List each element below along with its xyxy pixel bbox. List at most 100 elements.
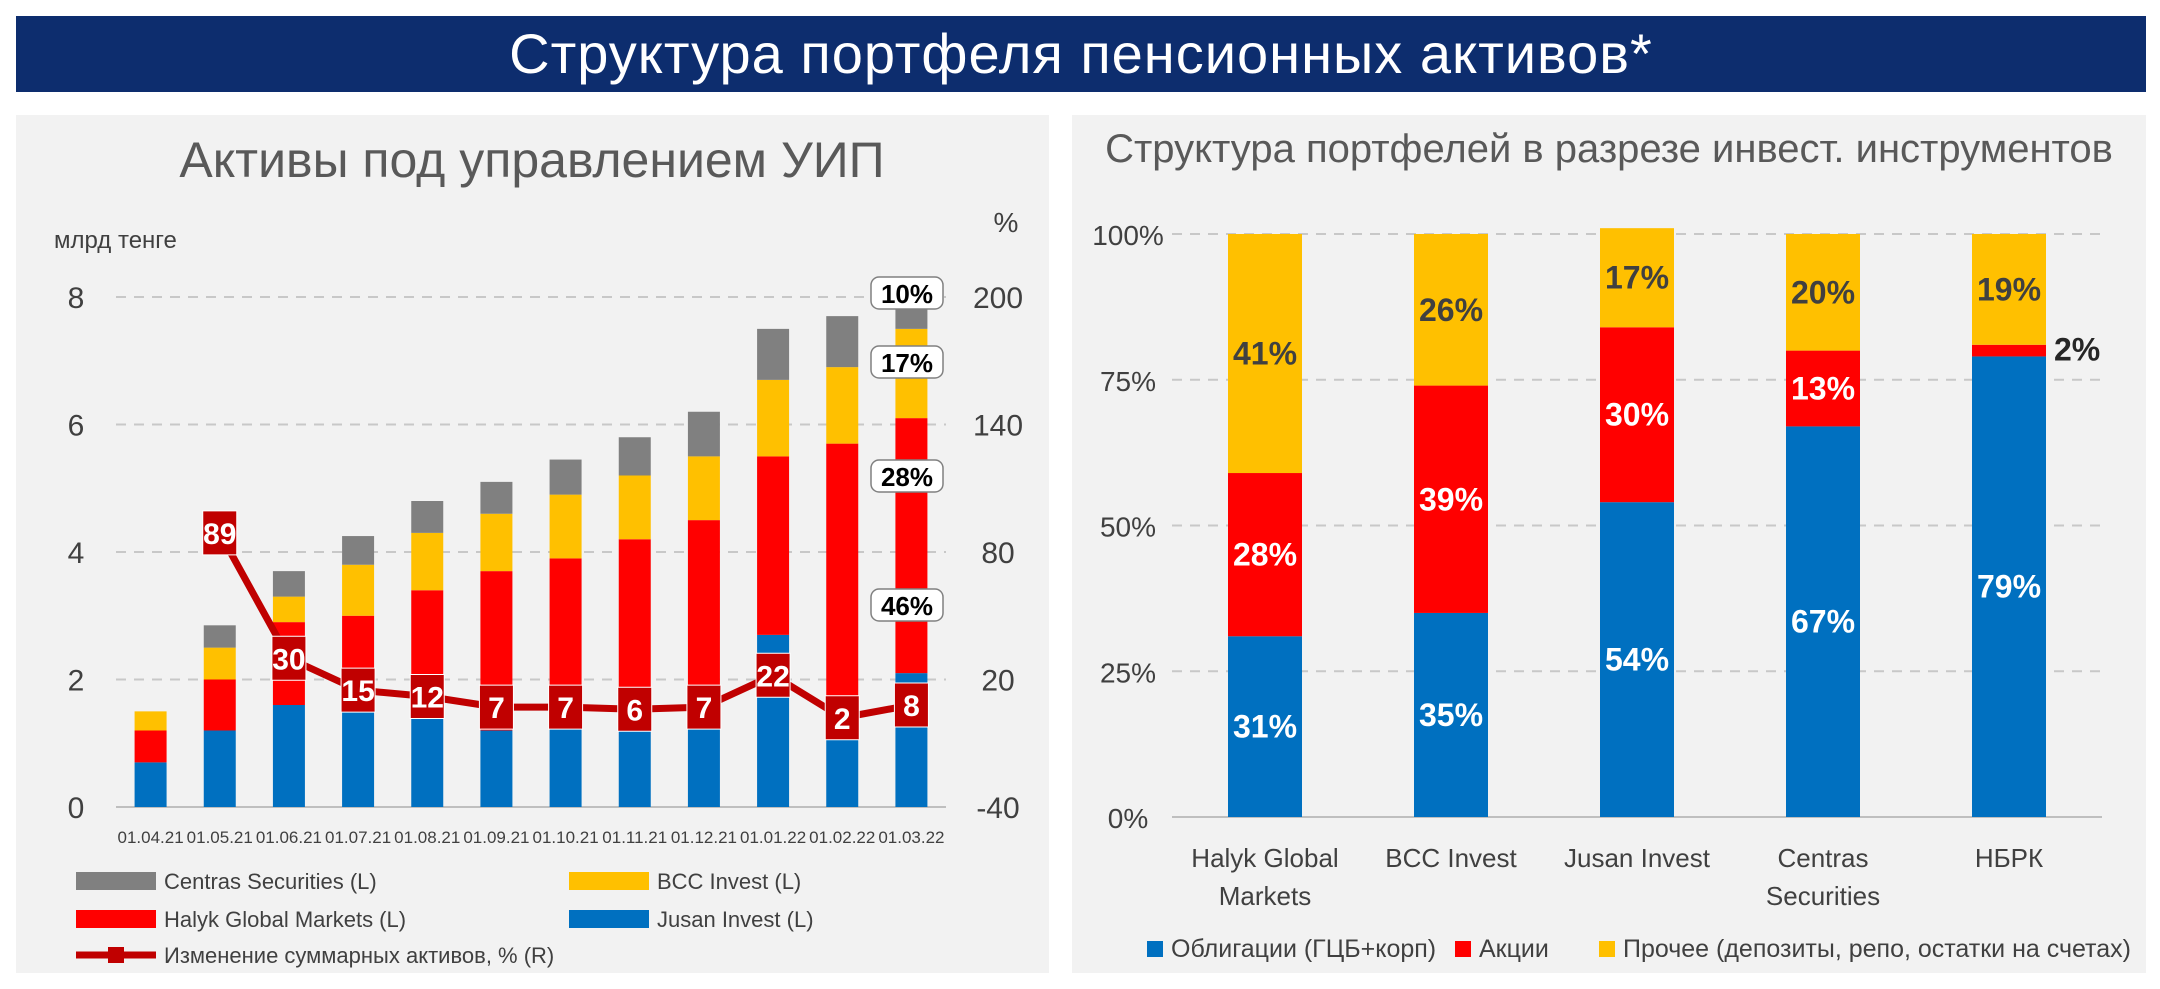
bar-segment: [1600, 502, 1674, 817]
x-tick-label: 01.02.22: [809, 828, 875, 847]
bar-segment: [826, 367, 859, 444]
bar-segment: [1972, 344, 2046, 357]
bar-segment: [1786, 234, 1860, 351]
share-callout-label: 10%: [881, 279, 933, 309]
y2-axis-label: %: [994, 207, 1019, 238]
bar-data-label: 19%: [1977, 271, 2041, 307]
y-tick-label: 0: [68, 792, 85, 825]
legend-label: Облигации (ГЦБ+корп): [1171, 935, 1436, 963]
bar-segment: [342, 536, 375, 565]
bar-segment: [203, 647, 236, 680]
bar-segment: [134, 730, 167, 763]
share-callout-label: 46%: [881, 591, 933, 621]
bar-segment: [895, 418, 928, 674]
legend-swatch: [1147, 941, 1163, 957]
bar-segment: [1414, 385, 1488, 613]
structure-chart-panel: Структура портфелей в разрезе инвест. ин…: [1072, 115, 2146, 973]
bar-data-label: 26%: [1419, 292, 1483, 328]
x-tick-label: 01.05.21: [187, 828, 253, 847]
line-marker: [409, 674, 445, 719]
assets-chart: Активы под управлением УИП млрд тенге% 0 2 4…: [54, 132, 1023, 968]
bar-segment: [687, 724, 720, 807]
x-tick-label: 01.01.22: [740, 828, 806, 847]
bar-data-label: 54%: [1605, 642, 1669, 678]
x-tick-label: 01.11.21: [602, 828, 667, 847]
structure-chart: Структура портфелей в разрезе инвест. ин…: [1092, 127, 2131, 963]
bar-segment: [1786, 426, 1860, 817]
bar-segment: [411, 532, 444, 591]
x-tick-label: Markets: [1219, 881, 1311, 911]
bar-data-label: 28%: [1233, 537, 1297, 573]
x-tick-label: 01.03.22: [878, 828, 944, 847]
bar-segment: [687, 411, 720, 457]
y-axis-label: млрд тенге: [54, 227, 177, 254]
line-marker: [824, 695, 860, 741]
y-tick-label: 0%: [1108, 803, 1148, 834]
legend-label: Изменение суммарных активов, % (R): [164, 943, 554, 968]
share-callout-label: 28%: [881, 462, 933, 492]
bar-data-label: 41%: [1233, 336, 1297, 372]
share-callout-label: 17%: [881, 348, 933, 378]
x-tick-label: Securities: [1766, 881, 1880, 911]
line-data-label: 30: [272, 643, 305, 676]
legend-label: BCC Invest (L): [657, 869, 801, 894]
bar-segment: [757, 328, 790, 380]
bar-segment: [411, 501, 444, 533]
bar-data-label: 2%: [2054, 332, 2100, 368]
x-tick-label: 01.12.21: [671, 828, 737, 847]
line-data-label: 22: [756, 660, 789, 693]
bar-segment: [272, 571, 305, 597]
bar-segment: [549, 494, 582, 559]
y-tick-label: 25%: [1100, 657, 1156, 688]
assets-chart-panel: Активы под управлением УИП млрд тенге% 0 2 4…: [16, 115, 1049, 973]
line-data-label: 7: [557, 692, 574, 725]
bar-segment: [1228, 234, 1302, 474]
bar-segment: [480, 513, 513, 572]
bar-data-label: 30%: [1605, 397, 1669, 433]
legend-swatch: [1455, 941, 1471, 957]
line-marker: [617, 686, 653, 732]
legend-swatch: [76, 872, 156, 890]
bar-segment: [826, 443, 859, 737]
line-data-label: 6: [626, 694, 643, 727]
x-tick-label: Centras: [1777, 843, 1868, 873]
bar-segment: [1414, 612, 1488, 817]
y-tick-label: 8: [68, 282, 85, 315]
legend-label: Акции: [1479, 935, 1549, 963]
bar-segment: [757, 379, 790, 457]
y-tick-label: 100%: [1092, 220, 1164, 251]
line-marker: [548, 684, 584, 730]
bar-segment: [826, 736, 859, 807]
x-tick-label: 01.10.21: [532, 828, 598, 847]
x-tick-label: НБРК: [1975, 843, 2043, 873]
bar-data-label: 39%: [1419, 481, 1483, 517]
x-tick-label: 01.04.21: [117, 828, 183, 847]
bar-segment: [272, 596, 305, 623]
bar-data-label: 31%: [1233, 709, 1297, 745]
y-tick-label: 4: [68, 537, 85, 570]
legend-swatch: [1599, 941, 1615, 957]
line-data-label: 12: [411, 682, 444, 715]
bar-segment: [549, 724, 582, 807]
line-marker: [755, 652, 791, 698]
bar-data-label: 13%: [1791, 370, 1855, 406]
bar-segment: [1600, 327, 1674, 503]
bar-segment: [134, 711, 167, 731]
bar-segment: [618, 437, 651, 476]
y-tick-label: 75%: [1100, 366, 1156, 397]
bar-segment: [687, 456, 720, 521]
bar-segment: [757, 456, 790, 635]
bar-segment: [1972, 356, 2046, 817]
legend-swatch: [569, 872, 649, 890]
legend-line-marker: [108, 947, 124, 963]
bar-segment: [549, 459, 582, 495]
bar-segment: [203, 730, 236, 807]
share-callout-box: [870, 276, 944, 310]
y2-tick-label: 140: [973, 410, 1023, 443]
bar-segment: [342, 705, 375, 807]
share-callout-box: [870, 588, 944, 622]
bar-data-label: 79%: [1977, 569, 2041, 605]
line-marker: [478, 684, 514, 730]
y2-tick-label: 20: [981, 665, 1014, 698]
line-marker: [202, 510, 238, 556]
